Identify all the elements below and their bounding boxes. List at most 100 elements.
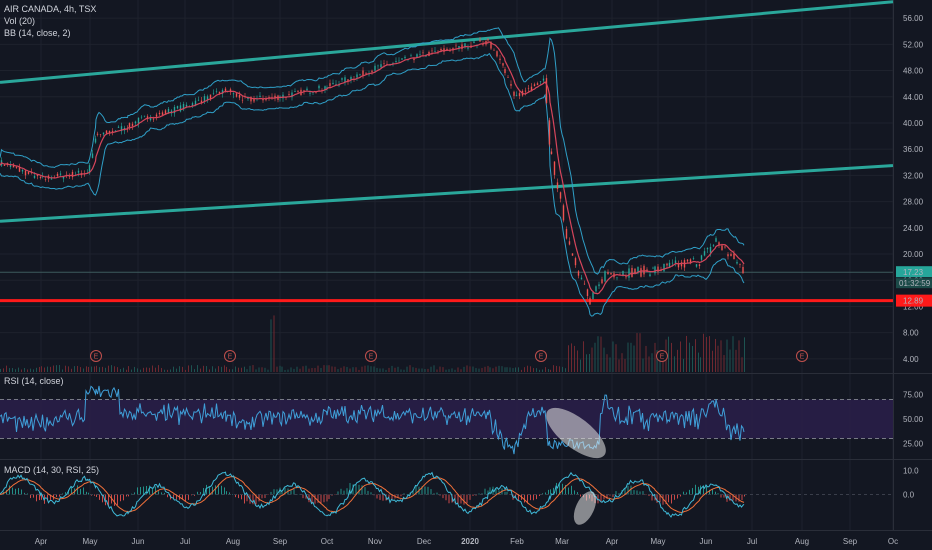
macd-histogram-bar	[149, 485, 150, 495]
macd-histogram-bar	[164, 492, 165, 495]
volume-bar	[738, 340, 740, 372]
macd-histogram-bar	[472, 494, 474, 496]
candle-body	[443, 48, 445, 52]
volume-bar	[706, 337, 707, 372]
candle-body	[571, 253, 574, 256]
macd-histogram-bar	[562, 483, 563, 495]
candle-body	[149, 118, 152, 121]
macd-histogram-bar	[633, 490, 635, 495]
candle-body	[513, 91, 515, 96]
price-tick-label: 12.00	[903, 302, 924, 311]
candle-body	[9, 164, 12, 167]
legend-volume: Vol (20)	[4, 16, 36, 26]
volume-bar	[618, 359, 620, 372]
volume-bar	[281, 366, 283, 372]
macd-histogram-bar	[152, 487, 153, 495]
macd-histogram-bar	[94, 494, 95, 496]
candle-body	[365, 73, 367, 74]
volume-bar	[179, 366, 180, 372]
candle-body	[510, 84, 512, 86]
candle-body	[416, 54, 418, 59]
axes: 56.00 52.00 48.00 44.00 40.00 36.00 32.00 28.00…	[896, 14, 932, 500]
volume-bar	[114, 366, 115, 372]
candle-body	[622, 270, 624, 276]
x-tick-label: Jul	[747, 537, 757, 546]
x-tick-label: Feb	[510, 537, 524, 546]
candle-body	[224, 88, 227, 92]
macd-pane[interactable]	[0, 471, 893, 518]
candle-body	[232, 93, 235, 95]
support-badge	[896, 294, 932, 307]
candle-body	[530, 86, 533, 91]
volume-bar	[539, 369, 540, 372]
volume-bar	[317, 365, 319, 372]
candle-body	[643, 265, 645, 275]
macd-histogram-bar	[182, 494, 183, 500]
macd-histogram-bar	[445, 494, 447, 501]
earnings-marker: E	[796, 350, 808, 362]
rsi-tick-label: 25.00	[903, 439, 924, 448]
candle-body	[718, 242, 720, 246]
volume-bar	[591, 347, 593, 372]
macd-histogram-bar	[571, 485, 572, 495]
macd-histogram-bar	[424, 486, 426, 495]
macd-histogram-bar	[86, 491, 87, 495]
candle-body	[455, 45, 457, 47]
rsi-tick-label: 50.00	[903, 415, 924, 424]
macd-histogram-bar	[376, 494, 378, 499]
macd-histogram-bar	[305, 494, 307, 499]
volume-bar	[120, 369, 121, 372]
volume-bar	[273, 315, 275, 372]
macd-divergence-ellipse	[573, 491, 597, 525]
candle-body	[206, 96, 209, 101]
volume-bar	[140, 369, 141, 372]
macd-histogram-bar	[683, 491, 684, 495]
volume-bar	[346, 366, 348, 372]
candle-body	[383, 63, 385, 64]
macd-histogram-bar	[155, 486, 156, 495]
volume-bar	[21, 369, 22, 372]
volume-bar	[379, 368, 381, 372]
volume-bar	[287, 369, 289, 372]
volume-bar	[671, 342, 672, 372]
volume-bar	[442, 367, 444, 372]
candle-body	[91, 153, 94, 158]
macd-histogram-bar	[158, 491, 159, 495]
macd-histogram-bar	[117, 494, 118, 506]
volume-bar	[504, 367, 506, 372]
volume-bar	[553, 365, 554, 372]
macd-histogram-bar	[388, 494, 390, 500]
bollinger-upper	[0, 27, 745, 275]
earnings-marker-circle	[656, 350, 668, 362]
macd-histogram-bar	[406, 494, 408, 495]
earnings-marker-circle	[796, 350, 808, 362]
volume-bar	[167, 369, 168, 372]
rsi-pane[interactable]	[0, 385, 893, 455]
volume-bar	[328, 365, 330, 372]
earnings-marker-circle	[535, 350, 547, 362]
macd-histogram-bar	[689, 489, 690, 495]
candle-body	[515, 95, 518, 96]
candle-body	[39, 176, 42, 178]
macd-histogram-bar	[433, 493, 435, 495]
candle-body	[533, 84, 536, 87]
candle-body	[288, 94, 290, 96]
macd-histogram-bar	[597, 494, 599, 504]
volume-bar	[86, 366, 87, 372]
volume-bar	[337, 369, 339, 372]
volume-bar	[59, 365, 60, 372]
macd-histogram-bar	[255, 494, 257, 505]
candle-body	[137, 117, 140, 124]
earnings-marker-label: E	[800, 354, 805, 361]
macd-histogram-bar	[252, 494, 254, 505]
volume-bar	[612, 341, 614, 372]
earnings-marker-label: E	[369, 354, 374, 361]
macd-histogram-bar	[241, 494, 242, 500]
candle-body	[71, 171, 74, 178]
candle-body	[680, 262, 683, 267]
candle-body	[709, 246, 712, 253]
candle-body	[634, 268, 636, 274]
volume-bar	[388, 367, 390, 372]
